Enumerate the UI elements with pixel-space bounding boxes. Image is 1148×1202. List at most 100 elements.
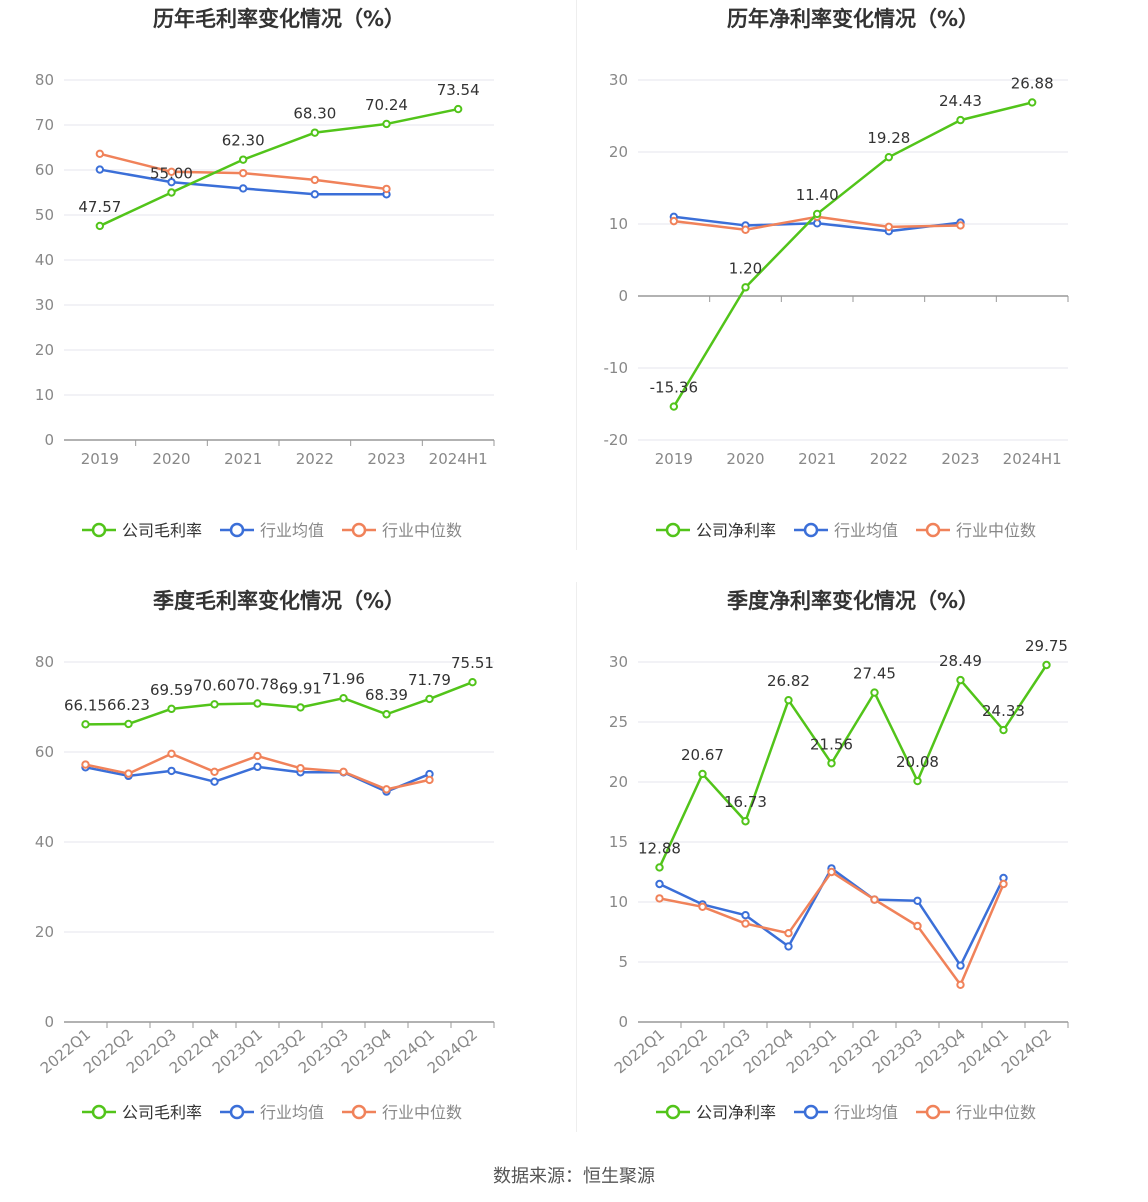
data-label: 29.75: [1025, 637, 1068, 655]
data-label: 70.24: [365, 96, 408, 114]
data-label: 24.33: [982, 702, 1025, 720]
y-tick-label: 60: [35, 161, 54, 179]
legend-marker: [665, 1104, 681, 1120]
data-point-company: [999, 725, 1008, 735]
data-label: 71.96: [322, 670, 365, 688]
y-tick-label: 0: [618, 1013, 628, 1031]
y-tick-label: 10: [609, 893, 628, 911]
data-point-median: [741, 225, 750, 234]
legend-item-median: 行业中位数: [916, 1103, 1036, 1122]
data-label: 71.79: [408, 671, 451, 689]
data-point-company: [382, 710, 391, 719]
data-point-company: [124, 719, 133, 729]
x-tick-label: 2020: [726, 450, 764, 468]
y-tick-label: 20: [609, 143, 628, 161]
data-point-company: [468, 678, 477, 687]
legend-item-company: 公司毛利率: [82, 1103, 202, 1122]
data-label: 1.20: [729, 259, 762, 277]
data-point-company: [956, 115, 965, 125]
data-point-median: [310, 175, 320, 185]
y-tick-label: 15: [609, 833, 628, 851]
data-point-median: [253, 751, 262, 761]
data-label: 19.28: [867, 129, 910, 147]
data-point-median: [382, 785, 391, 794]
data-point-avg: [253, 762, 262, 772]
y-tick-label: -10: [604, 359, 629, 377]
legend-marker: [229, 522, 245, 538]
data-point-company: [453, 104, 463, 114]
chart-title: 历年毛利率变化情况（%）: [153, 7, 405, 31]
x-tick-label: 2022: [296, 450, 334, 468]
x-tick-label: 2024H1: [429, 450, 488, 468]
data-point-median: [81, 760, 90, 769]
x-tick-label: 2023: [941, 450, 979, 468]
y-tick-label: 70: [35, 116, 54, 134]
data-point-company: [425, 694, 434, 704]
data-point-avg: [784, 942, 793, 951]
data-point-median: [210, 767, 219, 777]
data-label: 28.49: [939, 652, 982, 670]
legend-marker: [925, 1104, 941, 1120]
data-point-avg: [310, 190, 320, 199]
data-point-company: [238, 155, 248, 164]
legend-marker: [803, 522, 819, 538]
data-point-median: [382, 184, 391, 194]
chart-title: 季度毛利率变化情况（%）: [153, 589, 405, 613]
legend-marker: [665, 522, 681, 538]
y-tick-label: 25: [609, 713, 628, 731]
legend-marker: [229, 1104, 245, 1120]
data-label: 26.88: [1011, 74, 1054, 92]
legend-item-company: 公司净利率: [656, 1103, 776, 1122]
chart-svg: 季度毛利率变化情况（%）0204060802022Q12022Q22022Q32…: [35, 589, 495, 1122]
data-label: 20.67: [681, 746, 724, 764]
data-point-avg: [238, 184, 248, 193]
data-point-median: [95, 149, 105, 159]
data-label: 55.00: [150, 165, 193, 183]
data-point-company: [310, 128, 320, 137]
chart-svg: 季度净利率变化情况（%）0510152025302022Q12022Q22022…: [609, 589, 1069, 1122]
data-label: 75.51: [451, 654, 494, 672]
data-label: 24.43: [939, 92, 982, 110]
data-point-company: [956, 675, 965, 685]
y-tick-label: 30: [609, 71, 628, 89]
divider-top: [576, 0, 577, 550]
data-label: 21.56: [810, 735, 853, 753]
legend-marker: [925, 522, 941, 538]
data-point-company: [210, 700, 219, 709]
y-tick-label: 80: [35, 653, 54, 671]
data-point-median: [999, 879, 1008, 889]
series-line-company: [658, 664, 1048, 868]
data-label: 66.15: [64, 696, 107, 714]
data-label: 12.88: [638, 839, 681, 857]
legend-item-median: 行业中位数: [916, 521, 1036, 540]
data-label: 47.57: [78, 198, 121, 216]
data-point-avg: [913, 896, 922, 905]
data-label: 26.82: [767, 672, 810, 690]
y-tick-label: 40: [35, 833, 54, 851]
chart-svg: 历年净利率变化情况（%） -20 -10 0 10 20 30 2019 2020 2021 202…: [604, 7, 1069, 540]
series-line-company: [672, 101, 1033, 408]
data-point-company: [253, 699, 262, 708]
chart-svg: 历年毛利率变化情况（%） 0 10 20 30 40 50 60 70 80 2019 2020 202…: [35, 7, 495, 540]
data-point-company: [1042, 660, 1051, 670]
legend-label: 公司毛利率: [122, 521, 202, 540]
legend-item-avg: 行业均值: [220, 521, 324, 540]
data-point-company: [812, 209, 822, 219]
data-point-median: [296, 764, 305, 773]
legend-label: 行业均值: [260, 1103, 324, 1122]
data-point-median: [956, 221, 965, 230]
legend-label: 公司毛利率: [122, 1103, 202, 1122]
chart-quarterly-net-margin: 季度净利率变化情况（%） 0 5 10 15 20 25 30 2022Q1 2022Q2 2022…: [574, 582, 1148, 1162]
data-point-avg: [167, 177, 176, 187]
data-point-company: [784, 695, 793, 705]
data-point-company: [827, 759, 836, 768]
data-label: 69.91: [279, 679, 322, 697]
x-tick-label: 2023: [367, 450, 405, 468]
data-point-avg: [210, 777, 219, 786]
data-label: -15.36: [650, 379, 698, 397]
legend-label: 行业均值: [834, 1103, 898, 1122]
data-point-company: [296, 703, 305, 712]
data-label: 73.54: [437, 81, 480, 99]
data-label: 69.59: [150, 681, 193, 699]
y-tick-label: 20: [35, 341, 54, 359]
